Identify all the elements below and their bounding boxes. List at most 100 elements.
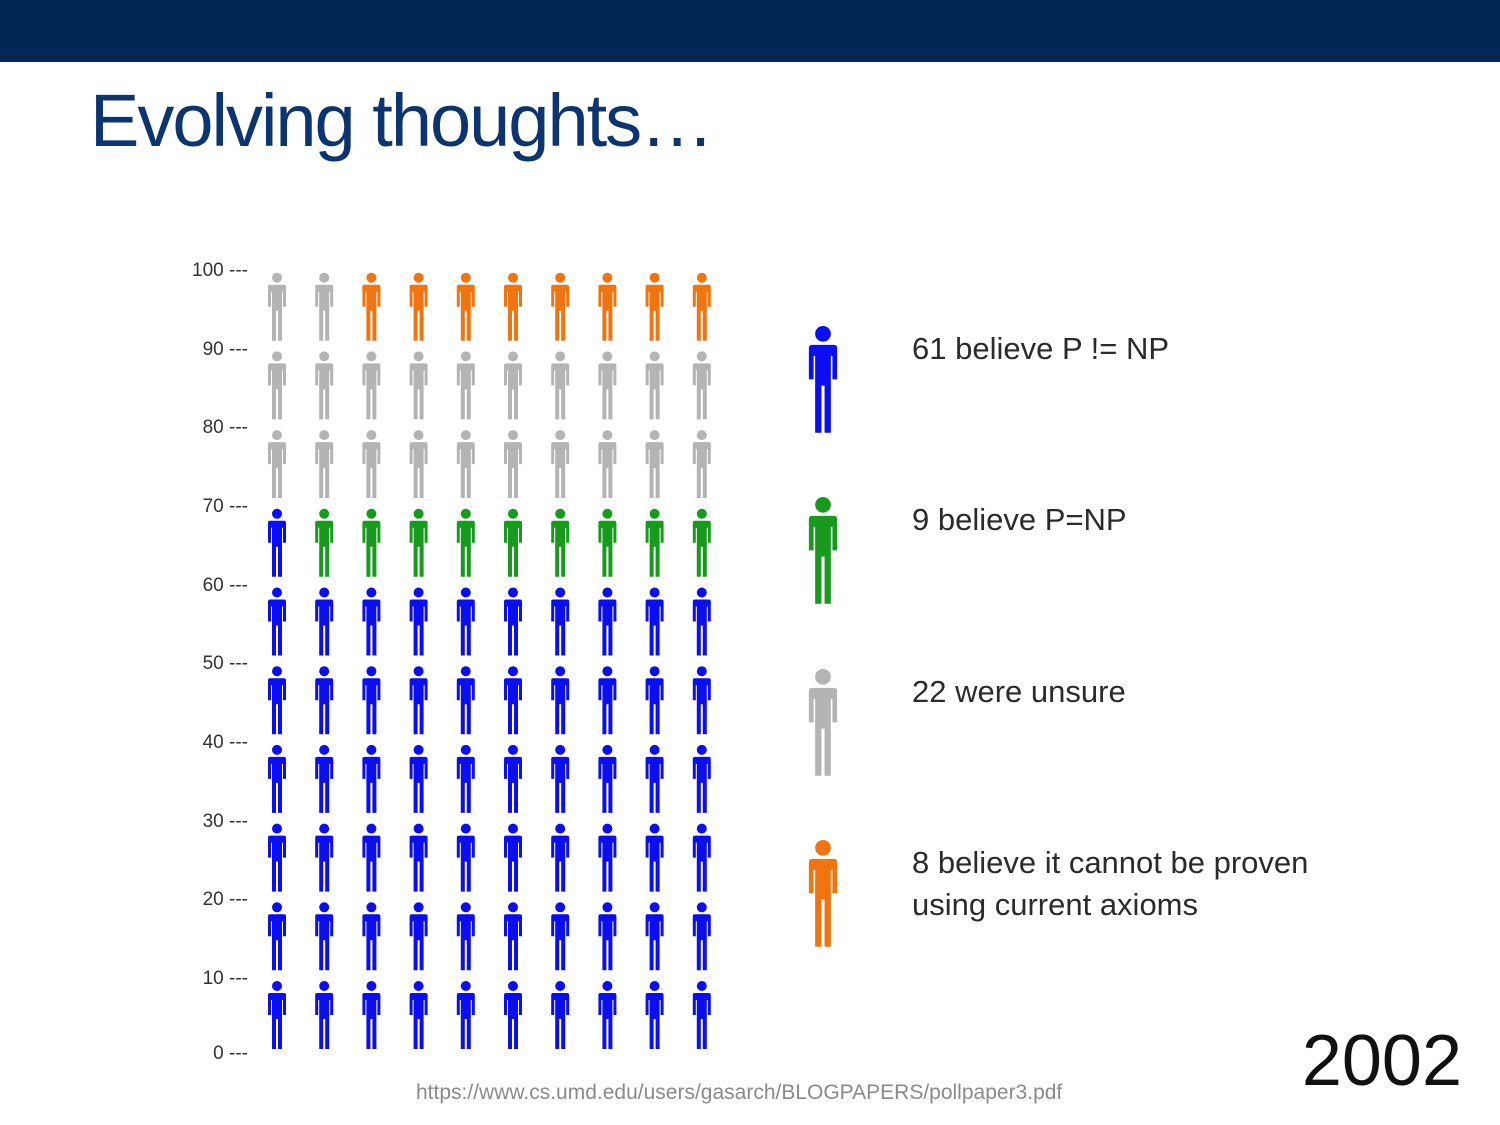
y-tick-label: 10 --- — [202, 968, 248, 989]
person-icon — [362, 351, 381, 420]
year-label: 2002 — [1301, 1021, 1462, 1101]
person-icon — [692, 508, 711, 577]
person-icon — [645, 272, 664, 341]
person-icon — [551, 351, 570, 420]
person-icon — [645, 351, 664, 420]
person-icon — [315, 902, 334, 971]
person-icon — [551, 508, 570, 577]
person-icon — [551, 430, 570, 499]
person-icon — [315, 744, 334, 813]
person-icon — [551, 902, 570, 971]
person-icon — [504, 902, 522, 971]
y-tick-label: 70 --- — [202, 496, 248, 517]
person-icon — [409, 823, 428, 892]
person-icon — [645, 823, 664, 892]
person-icon — [645, 587, 664, 656]
person-icon — [315, 351, 334, 420]
person-icon — [692, 744, 711, 813]
person-icon — [598, 981, 617, 1049]
person-icon — [456, 823, 475, 892]
person-icon — [362, 587, 381, 656]
person-icon — [645, 744, 664, 813]
legend-person-icon — [808, 497, 838, 604]
person-icon — [362, 508, 381, 577]
person-icon — [456, 351, 475, 420]
person-icon — [551, 587, 570, 656]
y-tick-label: 20 --- — [202, 889, 248, 910]
person-icon — [409, 351, 428, 420]
person-icon — [504, 351, 522, 420]
person-icon — [268, 508, 286, 577]
person-icon — [598, 430, 617, 499]
slide-title: Evolving thoughts… — [90, 79, 714, 162]
header-bar — [0, 0, 1500, 62]
legend-label: 22 were unsure — [912, 674, 1126, 709]
person-icon — [551, 744, 570, 813]
y-tick-label: 50 --- — [202, 653, 248, 674]
person-icon — [409, 666, 428, 735]
person-icon — [645, 981, 664, 1049]
person-icon — [409, 430, 428, 499]
person-icon — [692, 981, 711, 1049]
person-icon — [598, 823, 617, 892]
person-icon — [362, 666, 381, 735]
legend-label: 9 believe P=NP — [912, 502, 1127, 537]
person-icon — [456, 587, 475, 656]
person-icon — [409, 272, 428, 341]
person-icon — [409, 508, 428, 577]
legend-label: 61 believe P != NP — [912, 331, 1170, 366]
legend-person-icon — [808, 326, 838, 433]
person-icon — [315, 587, 334, 656]
person-icon — [409, 981, 428, 1049]
person-icon — [504, 666, 522, 735]
y-tick-label: 60 --- — [202, 575, 248, 596]
person-icon — [315, 666, 334, 735]
person-icon — [598, 902, 617, 971]
person-icon — [692, 430, 711, 499]
person-icon — [456, 744, 475, 813]
person-icon — [268, 272, 286, 341]
person-icon — [268, 430, 286, 499]
person-icon — [362, 272, 381, 341]
person-icon — [645, 508, 664, 577]
person-icon — [456, 666, 475, 735]
person-icon — [504, 508, 522, 577]
y-tick-label: 0 --- — [213, 1043, 248, 1064]
person-icon — [692, 823, 711, 892]
person-icon — [504, 823, 522, 892]
person-icon — [268, 981, 286, 1049]
person-icon — [598, 272, 617, 341]
legend-person-icon — [808, 669, 838, 776]
person-icon — [504, 587, 522, 656]
person-icon — [645, 430, 664, 499]
person-icon — [598, 351, 617, 420]
person-icon — [362, 430, 381, 499]
person-icon — [504, 744, 522, 813]
person-icon — [692, 351, 711, 420]
y-tick-label: 100 --- — [192, 260, 248, 281]
person-icon — [409, 587, 428, 656]
y-tick-label: 90 --- — [202, 339, 248, 360]
person-icon — [504, 272, 522, 341]
legend-person-icon — [808, 840, 838, 947]
person-icon — [362, 823, 381, 892]
person-icon — [456, 981, 475, 1049]
y-tick-label: 40 --- — [202, 732, 248, 753]
person-icon — [551, 666, 570, 735]
person-icon — [268, 902, 286, 971]
person-icon — [645, 902, 664, 971]
person-icon — [598, 587, 617, 656]
person-icon — [504, 430, 522, 499]
person-icon — [315, 823, 334, 892]
person-icon — [551, 981, 570, 1049]
person-icon — [598, 744, 617, 813]
person-icon — [268, 351, 286, 420]
person-icon — [692, 902, 711, 971]
person-icon — [268, 666, 286, 735]
person-icon — [409, 744, 428, 813]
y-tick-label: 30 --- — [202, 811, 248, 832]
person-icon — [315, 508, 334, 577]
person-icon — [409, 902, 428, 971]
person-icon — [456, 508, 475, 577]
y-tick-label: 80 --- — [202, 417, 248, 438]
